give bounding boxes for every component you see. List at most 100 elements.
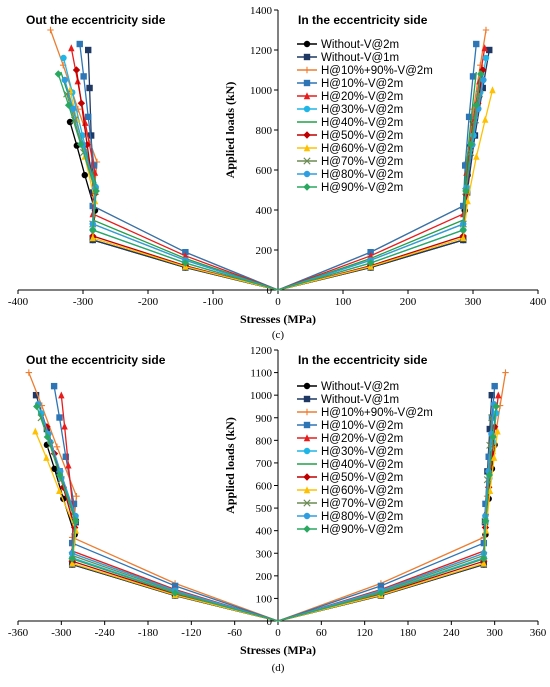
series-point — [56, 487, 63, 494]
series-point — [81, 171, 88, 179]
y-tick-label: 100 — [256, 593, 273, 605]
series-point — [490, 454, 498, 461]
series-point — [25, 369, 33, 376]
series-8 — [32, 427, 501, 622]
series-11 — [33, 402, 500, 622]
left-side-title: Out the eccentricity side — [26, 13, 166, 27]
series-point — [480, 76, 487, 84]
series-point — [77, 99, 86, 107]
series-point — [377, 589, 385, 597]
series-point — [72, 517, 80, 525]
series-point — [89, 226, 97, 234]
x-tick-label: -100 — [203, 296, 224, 308]
x-tick-label: 180 — [400, 627, 417, 639]
y-tick-label: 600 — [256, 481, 273, 493]
series-point — [489, 86, 496, 94]
series-11 — [54, 70, 485, 291]
series-point — [43, 433, 52, 441]
x-tick-label: -60 — [227, 627, 242, 639]
y-tick-label: 300 — [256, 548, 273, 560]
x-tick-label: -300 — [73, 296, 94, 308]
legend-background — [293, 38, 411, 198]
series-6 — [60, 71, 477, 291]
legend-entry: H@20%-V@2m — [297, 91, 403, 103]
legend-label: H@70%-V@2m — [321, 156, 403, 168]
series-point — [181, 259, 190, 267]
x-tick-label: -400 — [8, 296, 29, 308]
series-point — [68, 555, 76, 563]
legend-entry: H@40%-V@2m — [297, 459, 403, 471]
series-point — [482, 512, 489, 520]
series-point — [492, 402, 500, 411]
series-point — [85, 113, 92, 121]
series-point — [477, 70, 485, 78]
y-tick-label: 400 — [256, 205, 273, 217]
x-axis-title: Stresses (MPa) — [240, 312, 316, 326]
legend-marker — [303, 382, 311, 390]
series-point — [76, 40, 83, 48]
series-point — [89, 234, 96, 242]
series-9 — [63, 90, 484, 291]
series-4 — [58, 391, 502, 622]
y-tick-label: 1100 — [250, 368, 272, 380]
series-line-left — [69, 89, 279, 291]
series-10 — [61, 76, 487, 291]
series-point — [494, 427, 501, 435]
legend-marker — [303, 40, 311, 48]
legend-marker — [303, 92, 311, 100]
series-point — [469, 73, 477, 80]
legend-marker — [303, 105, 311, 113]
series-point — [491, 382, 498, 390]
x-tick-label: -240 — [95, 627, 116, 639]
y-axis-title: Applied loads (kN) — [223, 417, 237, 514]
y-tick-label: 1200 — [250, 345, 273, 357]
series-point — [70, 500, 78, 508]
legend-label: H@80%-V@2m — [321, 169, 403, 181]
x-tick-label: 0 — [275, 296, 281, 308]
legend-marker — [303, 421, 311, 429]
legend: Without-V@2mWithout-V@1mH@10%+90%-V@2mH@… — [293, 38, 433, 198]
series-point — [72, 66, 81, 74]
legend: Without-V@2mWithout-V@1mH@10%+90%-V@2mH@… — [293, 380, 433, 540]
y-tick-label: 200 — [256, 571, 273, 583]
chart-panel-1: -360 -300 -240 -180 -120 -60 0 60 120 180 240 300 36… — [8, 345, 547, 674]
legend-label: H@60%-V@2m — [321, 143, 403, 155]
legend-label: H@30%-V@2m — [321, 104, 403, 116]
x-tick-label: -180 — [138, 627, 159, 639]
legend-entry: H@90%-V@2m — [297, 524, 403, 536]
series-point — [80, 73, 87, 80]
legend-entry: H@10%-V@2m — [297, 420, 403, 432]
x-tick-label: 300 — [486, 627, 503, 639]
series-point — [480, 555, 488, 563]
legend-label: H@90%-V@2m — [321, 524, 403, 536]
legend-marker — [303, 395, 311, 403]
legend-marker — [303, 473, 311, 481]
legend-label: H@90%-V@2m — [321, 182, 403, 194]
legend-marker — [303, 144, 311, 152]
series-point — [366, 259, 375, 267]
series-point — [50, 382, 58, 390]
legend-marker — [303, 79, 311, 87]
legend-entry: Without-V@1m — [297, 52, 399, 64]
series-point — [32, 427, 39, 435]
series-point — [171, 589, 179, 597]
legend-marker — [303, 183, 311, 191]
legend-label: H@40%-V@2m — [321, 459, 403, 471]
series-point — [471, 116, 480, 124]
series-point — [61, 76, 68, 84]
y-tick-label: 800 — [256, 125, 273, 137]
x-tick-label: 120 — [356, 627, 373, 639]
legend-label: H@20%-V@2m — [321, 433, 403, 445]
legend-marker — [303, 525, 311, 533]
x-tick-label: -200 — [138, 296, 159, 308]
series-point — [43, 454, 50, 461]
series-point — [473, 152, 480, 160]
legend-marker — [303, 447, 311, 455]
series-point — [482, 54, 490, 62]
x-tick-label: 300 — [465, 296, 482, 308]
series-point — [66, 118, 74, 126]
legend-label: H@10%+90%-V@2m — [321, 65, 433, 77]
series-point — [464, 197, 471, 205]
legend-marker — [303, 512, 311, 520]
x-tick-label: 0 — [275, 627, 281, 639]
